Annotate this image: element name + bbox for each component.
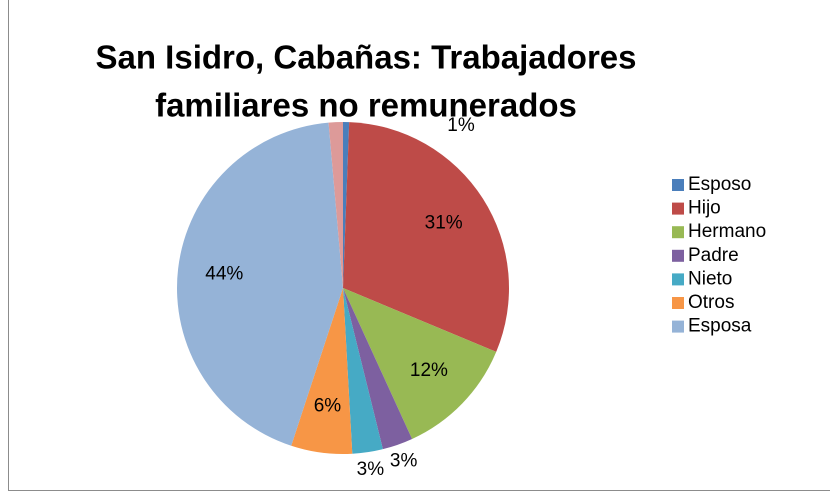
pie-slice [343, 288, 497, 439]
legend-swatch [672, 202, 684, 215]
legend-label: Hermano [688, 221, 766, 242]
data-label: 3% [390, 451, 418, 472]
legend-label: Hijo [688, 198, 721, 219]
legend-label: Padre [688, 245, 739, 266]
pie-slice [343, 122, 509, 352]
chart-title: familiares no remunerados [155, 87, 577, 124]
legend-label: Otros [688, 292, 734, 313]
chart-title: San Isidro, Cabañas: Trabajadores [95, 39, 636, 76]
legend-swatch [672, 320, 684, 333]
data-label: 12% [410, 360, 448, 381]
legend-swatch [672, 297, 684, 309]
legend-swatch [672, 273, 684, 286]
pie-slice [343, 288, 383, 454]
data-label: 3% [357, 459, 385, 480]
data-label: 31% [425, 213, 463, 234]
data-label: 1% [447, 115, 475, 136]
legend-swatch [672, 249, 684, 262]
legend-swatch [672, 226, 684, 239]
data-label: 6% [314, 396, 342, 417]
legend-label: Esposo [688, 174, 751, 195]
legend-label: Esposa [688, 316, 752, 337]
pie-slice [343, 288, 413, 450]
data-label: 44% [205, 263, 243, 284]
legend-swatch [672, 179, 684, 191]
pie-slice [343, 122, 350, 288]
legend-label: Nieto [688, 268, 732, 289]
pie-slice [291, 288, 353, 454]
pie-slice [328, 122, 343, 288]
pie-slice [176, 122, 343, 446]
